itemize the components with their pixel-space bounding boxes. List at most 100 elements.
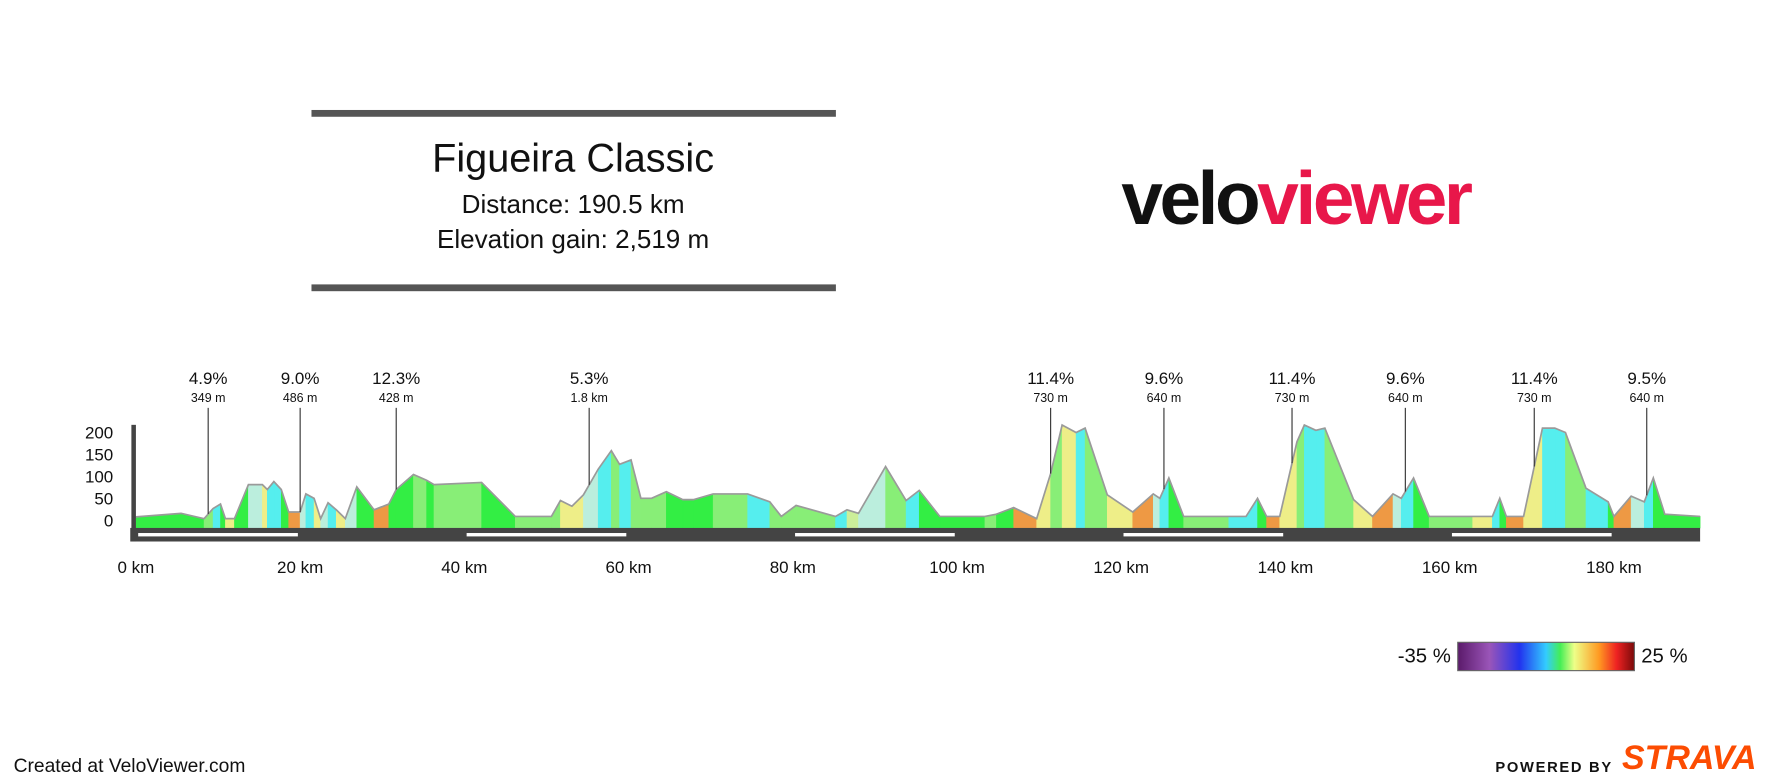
title-rule <box>311 284 836 292</box>
profile-segment <box>305 493 315 529</box>
profile-segment <box>1554 427 1566 529</box>
profile-segment <box>1106 494 1134 529</box>
plot: 0 km 20 km 40 km 60 km 80 km 100 km 120 km 140 … <box>85 369 1701 577</box>
climb-length: 486 m <box>283 391 318 405</box>
distance-stripe <box>138 533 298 537</box>
profile-segment <box>248 484 263 529</box>
y-tick-label: 100 <box>85 467 113 486</box>
x-tick-label: 140 km <box>1258 558 1314 577</box>
climb-grade: 12.3% <box>372 369 420 388</box>
x-tick-label: 0 km <box>118 558 155 577</box>
profile-segment <box>583 468 599 529</box>
x-tick-label: 160 km <box>1422 558 1478 577</box>
x-tick-label: 180 km <box>1586 558 1642 577</box>
strava: STRAVA <box>1622 739 1757 777</box>
profile-segment <box>1613 495 1632 529</box>
profile-segment <box>1506 516 1524 529</box>
profile-segment <box>885 465 907 529</box>
distance-stripe <box>1451 533 1612 537</box>
legend-max: 25 % <box>1641 645 1687 667</box>
profile-segment <box>288 511 301 529</box>
climb-length: 730 m <box>1275 391 1310 405</box>
x-tick-label: 100 km <box>929 558 985 577</box>
profile-segment <box>433 482 482 529</box>
title: Figueira Classic <box>432 136 714 180</box>
climb-grade: 11.4% <box>1511 369 1558 388</box>
profile-segment <box>481 481 516 529</box>
x-tick-label: 20 km <box>277 558 323 577</box>
title-rule <box>311 109 836 117</box>
profile-segment <box>1228 516 1247 529</box>
profile-segment <box>781 504 797 529</box>
profile-segment <box>1542 427 1556 529</box>
climb-length: 640 m <box>1388 391 1423 405</box>
profile-segment <box>640 498 652 529</box>
y-tick-label: 200 <box>85 423 113 442</box>
profile-segment <box>918 489 941 529</box>
profile-segment <box>1324 428 1354 529</box>
profile-segment <box>795 505 836 529</box>
climb-grade: 11.4% <box>1269 369 1316 388</box>
climb-grade: 9.0% <box>281 369 320 388</box>
profile-segment <box>619 459 632 529</box>
logo-part: velo <box>1121 156 1258 240</box>
climb-grade: 5.3% <box>570 369 609 388</box>
x-tick-label: 80 km <box>770 558 816 577</box>
climb-length: 640 m <box>1629 391 1664 405</box>
y-tick-label: 150 <box>85 445 113 464</box>
profile-segment <box>858 465 886 529</box>
climb-length: 730 m <box>1517 391 1552 405</box>
climb-length: 730 m <box>1033 391 1068 405</box>
climb-length: 349 m <box>191 391 226 405</box>
profile-segment <box>1075 427 1086 529</box>
climb-length: 1.8 km <box>571 391 608 405</box>
x-tick-label: 60 km <box>605 558 651 577</box>
climb-grade: 9.6% <box>1386 369 1425 388</box>
profile-segment <box>262 483 268 529</box>
legend-min: -35 % <box>1398 645 1451 667</box>
profile-segment <box>1428 516 1473 529</box>
profile-segment <box>1304 424 1317 529</box>
climb-length: 640 m <box>1147 391 1182 405</box>
profile-segment <box>413 474 427 529</box>
climb-grade: 4.9% <box>189 369 228 388</box>
x-tick-label: 120 km <box>1093 558 1149 577</box>
profile-segment <box>514 516 552 529</box>
profile-segment <box>1400 476 1414 529</box>
profile-segment <box>1084 428 1108 529</box>
distance-stripe <box>1123 533 1284 537</box>
distance-stripe <box>795 533 955 537</box>
elevation-gain: Elevation gain: 2,519 m <box>437 224 709 254</box>
profile-segment <box>225 518 235 529</box>
created-at: Created at VeloViewer.com <box>14 756 246 777</box>
x-tick-label: 40 km <box>441 558 487 577</box>
profile-segment <box>1392 493 1402 529</box>
logo-part: viewer <box>1257 156 1472 240</box>
distance-stripe <box>466 533 627 537</box>
profile-segment <box>1315 427 1326 529</box>
profile-segment <box>682 499 694 529</box>
gradient-legend <box>1457 641 1635 672</box>
climb-grade: 9.6% <box>1145 369 1184 388</box>
profile-segment <box>1132 493 1154 529</box>
profile-segment <box>597 449 612 529</box>
profile-segment <box>426 479 435 529</box>
distance: Distance: 190.5 km <box>462 189 685 219</box>
climb-grade: 9.5% <box>1627 369 1666 388</box>
climb-grade: 11.4% <box>1027 369 1074 388</box>
profile-segment <box>1061 424 1077 529</box>
profile-outline <box>135 423 1701 521</box>
profile-segment <box>1266 516 1280 529</box>
profile-segment <box>939 516 986 529</box>
profile-segment <box>1372 493 1394 529</box>
profile-segment <box>1183 516 1230 529</box>
climb-length: 428 m <box>379 391 414 405</box>
y-tick-label: 0 <box>104 512 113 531</box>
profile-segment <box>1152 493 1161 529</box>
profile-segment <box>712 493 748 529</box>
y-axis <box>131 424 136 542</box>
profile-segment <box>335 509 346 529</box>
logo: veloviewer <box>1121 156 1472 240</box>
profile-segment <box>747 493 771 529</box>
